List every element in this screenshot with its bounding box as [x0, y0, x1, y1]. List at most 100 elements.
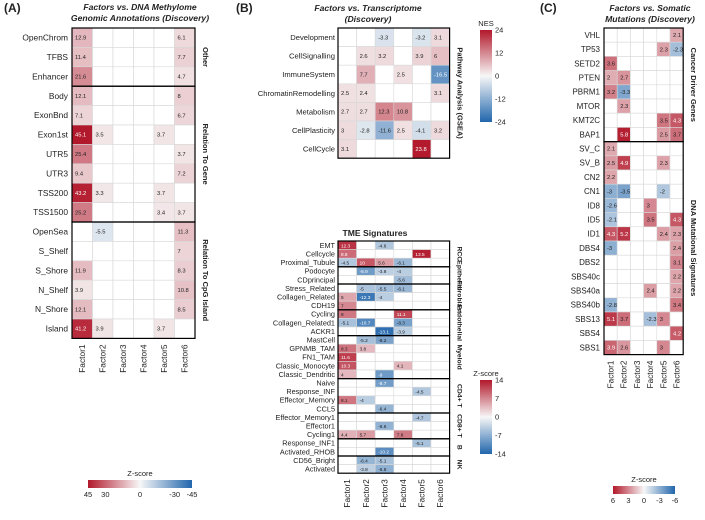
panel-a-cell-value: 7.2 [178, 172, 186, 178]
panel-c-cell-value: 4.3 [673, 118, 681, 124]
panel-c-cell [603, 325, 618, 341]
panel-b-tme-cell [393, 292, 413, 302]
panel-c-group-2-group-label: DNA Mutational Signatures [689, 200, 698, 296]
panel-b-subtitle: TME Signatures [343, 228, 408, 238]
panel-b-tme-row-label-gpnmb-tam: GPNMB_TAM [289, 344, 335, 353]
panel-c-x-label-4: Factor4 [646, 360, 655, 388]
panel-a-row-label-utr3: UTR3 [46, 168, 68, 178]
panel-a-group-1-group-label: Other [201, 47, 210, 67]
panel-b-tme-row-label-classic-dendritic: Classic_Dendritic [279, 370, 336, 379]
panel-b-tme-cell [412, 455, 432, 465]
panel-b-tme-cell [393, 421, 413, 431]
panel-a-row-label-n-shelf: N_Shelf [38, 285, 68, 295]
panel-c-row-label-sbs4: SBS4 [580, 329, 601, 338]
panel-c-cell-value: 4.3 [607, 232, 615, 238]
panel-b-title-line2: (Discovery) [345, 14, 392, 24]
panel-b-tme-cell-value: -5.2 [360, 338, 369, 344]
panel-c-cell [669, 183, 684, 199]
panel-b-tme-cell-value: -5.6 [397, 278, 406, 284]
panel-c-cell [643, 27, 658, 43]
panel-b-tme-cell-value: -4.7 [415, 415, 424, 421]
panel-a-row-label-s-shore: S_Shore [35, 265, 68, 275]
panel-c-cell [656, 240, 671, 256]
panel-b-gsea-cell [337, 27, 357, 47]
panel-c-title-line2: Mutations (Discovery) [605, 14, 695, 24]
panel-label-a: (A) [4, 1, 21, 15]
panel-a-cell [133, 182, 155, 203]
panel-b-tme-cell [430, 369, 450, 379]
panel-c-cell-value: 5.8 [620, 133, 628, 139]
panel-b-tme-cell-value: -6.6 [378, 424, 387, 430]
panel-c-legend-tick: -6 [672, 496, 679, 505]
panel-b-tme-group-3-group-label: Fibroblast [456, 280, 463, 314]
panel-c-cell [630, 141, 644, 157]
panel-c-cell-value: 2 [607, 76, 610, 82]
panel-b-tme-cell-value: 3.8 [360, 347, 367, 353]
panel-b-gsea-cell-value: -3.2 [415, 35, 425, 41]
panel-b-tme-cell [412, 429, 432, 440]
panel-c-x-label-5: Factor5 [659, 360, 668, 388]
panel-c-cell-value: -2.6 [607, 204, 617, 210]
panel-b-tme-cell [412, 275, 432, 285]
panel-b-tme-cell [430, 240, 450, 250]
panel-c-row-label-id5: ID5 [588, 216, 601, 225]
panel-b-tme-cell-value: -8.7 [378, 381, 387, 387]
panel-a-cell [112, 85, 134, 106]
panel-b-tme-cell-value: -6.8 [378, 467, 387, 473]
panel-b-tme-cell [374, 249, 395, 259]
panel-b-tme-row-label-effector-memory1: Effector_Memory1 [276, 413, 335, 422]
panel-b-gsea-group-label: Pathway Analysis (GSEA) [456, 47, 465, 139]
panel-b-tme-row-label-podocyte: Podocyte [305, 267, 335, 276]
panel-b-gsea-cell-value: -16.5 [434, 73, 447, 79]
panel-b-tme-cell [337, 283, 357, 293]
panel-b-tme-cell [412, 300, 432, 311]
panel-a-cell [92, 85, 114, 106]
panel-c-x-label-2: Factor2 [620, 360, 629, 388]
panel-a-cell [153, 27, 175, 48]
panel-a-legend-tick: -45 [187, 490, 198, 499]
panel-b-gsea-cell [412, 64, 432, 85]
panel-a-row-label-body: Body [49, 91, 69, 101]
panel-b-gsea-cell-value: 3.1 [434, 35, 442, 41]
panel-a-cell [92, 66, 114, 87]
panel-b-gsea-cell [356, 139, 376, 159]
panel-c-cell [643, 127, 658, 142]
panel-b-tme-cell [393, 386, 413, 397]
panel-b-tme-cell-value: -8.2 [378, 338, 387, 344]
panel-b-tme-cell [337, 412, 357, 422]
panel-b-tme-row-label-effector1: Effector1 [306, 421, 335, 430]
panel-b-tme-cell [337, 266, 357, 276]
panel-b-tme-group-1-group-label: RCC [456, 247, 463, 262]
panel-c-cell [643, 141, 658, 157]
panel-c-cell [630, 183, 644, 199]
panel-b-tme-group-9-group-label: NK [456, 460, 463, 470]
panel-c-cell-value: 2.5 [607, 161, 615, 167]
panel-b-tme-cell [374, 386, 395, 397]
panel-b-tme-row-label-activated-rhob: Activated_RHOB [280, 447, 335, 456]
panel-b-tme-cell [430, 309, 450, 319]
panel-a-cell [133, 241, 155, 262]
panel-c-cell-value: 2.7 [620, 76, 628, 82]
panel-b-tme-cell [412, 292, 432, 302]
panel-b-tme-cell [430, 395, 450, 405]
panel-c-row-label-vhl: VHL [584, 31, 600, 40]
panel-b-nes-legend-tick: 12 [495, 49, 503, 58]
panel-b-tme-row-label-collagen-related: Collagen_Related [277, 292, 335, 301]
panel-b-tme-group-2-group-label: Epithelial [456, 260, 463, 290]
panel-b-tme-cell [430, 257, 450, 268]
panel-a-cell [133, 163, 155, 184]
panel-b-gsea-cell-value: 2.6 [360, 54, 368, 60]
panel-b-tme-cell [356, 438, 376, 448]
panel-c-cell [630, 127, 644, 142]
panel-c-cell [616, 283, 631, 299]
panel-b-tme-group-4-group-label: Endothelial [456, 304, 463, 341]
panel-c-cell-value: 3 [660, 346, 663, 352]
panel-b-tme-cell [430, 283, 450, 293]
panel-c-cell [603, 27, 618, 43]
panel-b-tme-cell [412, 464, 432, 474]
panel-c-cell [603, 70, 618, 86]
panel-b-tme-cell [374, 438, 395, 448]
panel-a-legend-title: Z-score [127, 469, 152, 478]
panel-b-tme-cell-value: 8 [341, 312, 344, 318]
panel-a-cell [153, 144, 175, 165]
